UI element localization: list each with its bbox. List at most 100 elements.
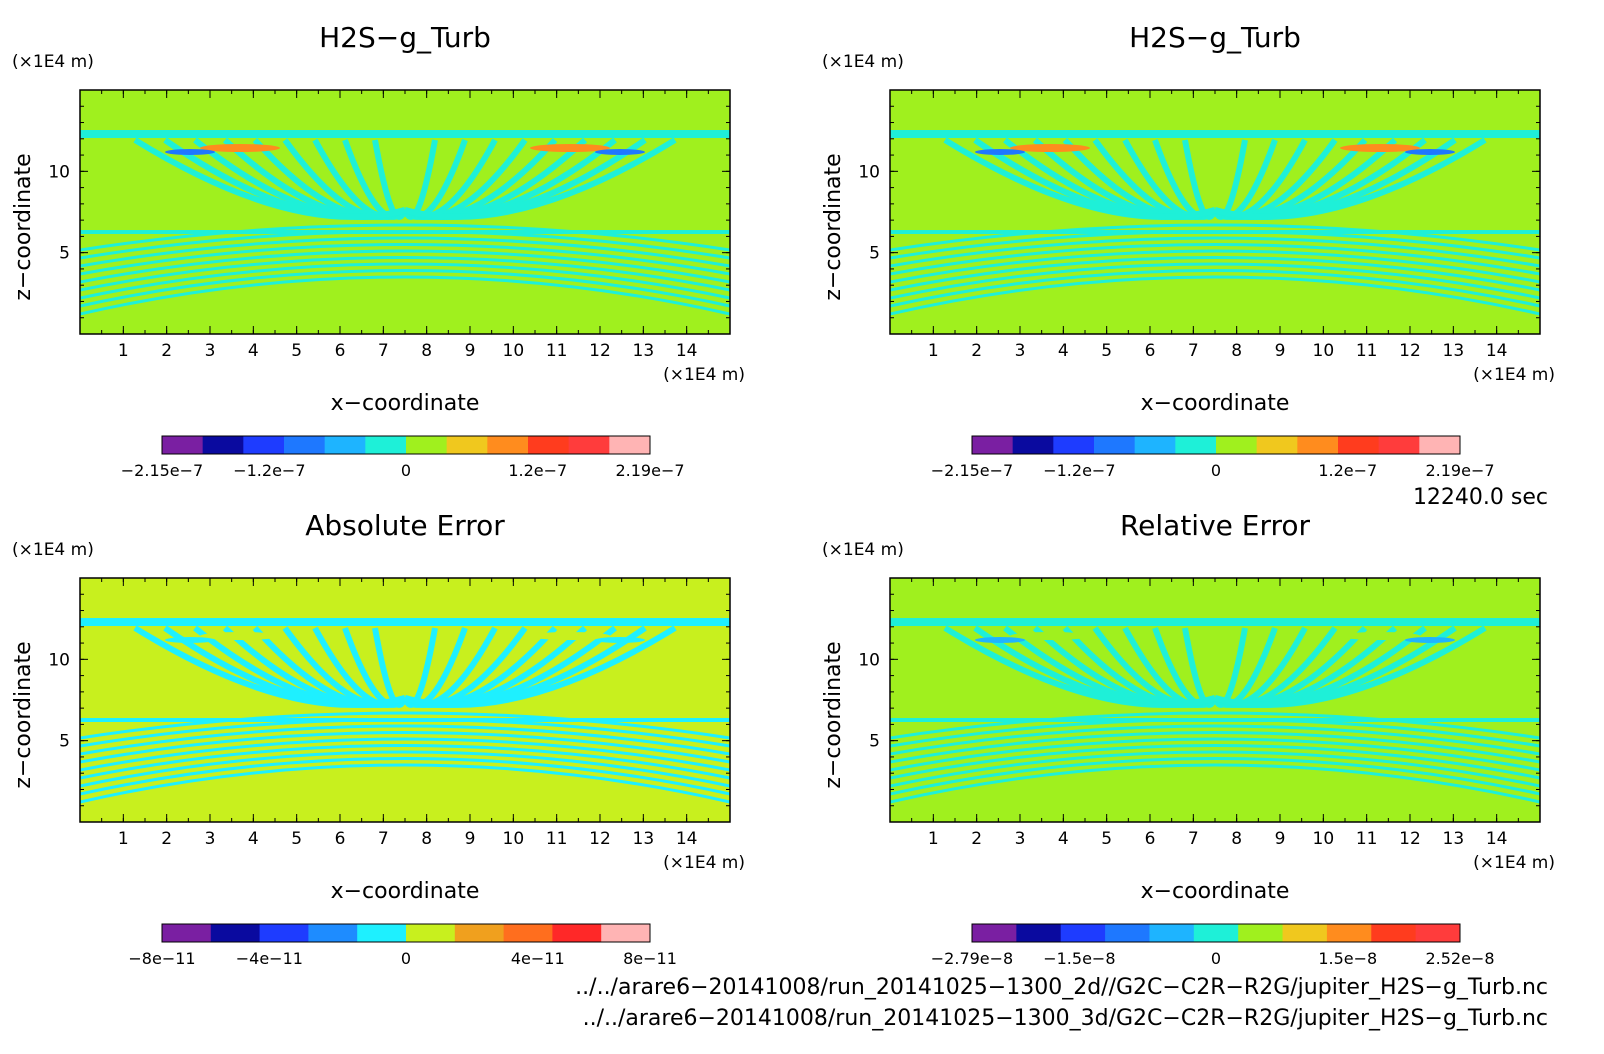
- colorbar-swatch: [162, 436, 204, 454]
- colorbar-swatch: [1338, 436, 1380, 454]
- colorbar-swatch: [446, 436, 488, 454]
- field-contour: [404, 137, 677, 220]
- colorbar-swatch: [1378, 436, 1420, 454]
- colorbar-swatch: [1297, 436, 1339, 454]
- colorbar-swatch: [1371, 924, 1417, 942]
- chart-title: Absolute Error: [305, 509, 505, 542]
- y-axis-label: z−coordinate: [821, 153, 846, 300]
- x-tick-label: 12: [1399, 829, 1421, 849]
- field-feature: [1010, 632, 1090, 640]
- colorbar-swatch: [609, 436, 651, 454]
- colorbar-swatch: [972, 924, 1017, 942]
- x-tick-label: 12: [589, 341, 611, 361]
- field-feature: [1340, 632, 1420, 640]
- x-tick-label: 13: [633, 341, 655, 361]
- colorbar-swatch: [308, 924, 358, 942]
- colorbar-label: 4e−11: [511, 949, 565, 968]
- y-unit-label: (×1E4 m): [822, 52, 904, 72]
- x-axis-label: x−coordinate: [331, 879, 480, 904]
- x-tick-label: 8: [1231, 829, 1242, 849]
- field-contour: [80, 256, 730, 292]
- field-contour: [943, 625, 1216, 708]
- colorbar-swatch: [357, 924, 407, 942]
- field-contour: [80, 249, 730, 284]
- y-tick-label: 5: [59, 732, 70, 752]
- y-axis-label: z−coordinate: [821, 641, 846, 788]
- field-contour: [890, 731, 1540, 764]
- colorbar-swatch: [406, 924, 456, 942]
- colorbar-swatch: [162, 924, 212, 942]
- colorbar-swatch: [1238, 924, 1284, 942]
- field-feature: [595, 637, 645, 643]
- x-tick-label: 12: [1399, 341, 1421, 361]
- x-tick-label: 9: [1275, 829, 1286, 849]
- colorbar-frame: [971, 923, 1461, 943]
- field-feature: [1405, 637, 1455, 643]
- x-tick-label: 12: [589, 829, 611, 849]
- colorbar-label: 1.5e−8: [1318, 949, 1377, 968]
- x-tick-label: 4: [248, 829, 259, 849]
- field-band: [80, 130, 730, 138]
- y-unit-label: (×1E4 m): [822, 540, 904, 560]
- field-contour: [404, 625, 677, 708]
- field-contour: [80, 223, 730, 252]
- field-contour: [1214, 137, 1487, 220]
- colorbar-swatch: [406, 436, 448, 454]
- field-feature: [1340, 144, 1420, 152]
- field-contour: [890, 275, 1540, 316]
- colorbar-swatch: [243, 436, 285, 454]
- colorbar-swatch: [568, 436, 610, 454]
- x-tick-label: 6: [335, 829, 346, 849]
- field-top-layer: [80, 90, 730, 128]
- field-band: [890, 130, 1540, 138]
- colorbar-swatch: [1094, 436, 1136, 454]
- field-top-layer: [890, 578, 1540, 616]
- colorbar-swatch: [210, 924, 261, 942]
- colorbar-swatch: [1012, 436, 1054, 454]
- x-tick-label: 1: [118, 341, 129, 361]
- x-tick-label: 2: [971, 829, 982, 849]
- colorbar-swatch: [1175, 436, 1217, 454]
- colorbar-swatch: [284, 436, 326, 454]
- field-contour: [890, 236, 1540, 268]
- colorbar-label: 2.19e−7: [615, 461, 684, 480]
- x-tick-label: 5: [1101, 341, 1112, 361]
- x-tick-label: 3: [205, 341, 216, 361]
- x-tick-label: 7: [378, 341, 389, 361]
- colorbar-label: −2.15e−7: [121, 461, 203, 480]
- field-feature: [200, 632, 280, 640]
- field-feature: [975, 149, 1025, 155]
- x-tick-label: 14: [676, 829, 698, 849]
- field-contour: [80, 724, 730, 756]
- y-tick-label: 10: [48, 162, 70, 182]
- field-contour: [890, 750, 1540, 788]
- x-tick-label: 6: [1145, 341, 1156, 361]
- colorbar-swatch: [503, 924, 553, 942]
- x-unit-label: (×1E4 m): [663, 365, 745, 385]
- x-tick-label: 4: [1058, 829, 1069, 849]
- colorbar-swatch: [1256, 436, 1298, 454]
- chart-panel-4: Relative Error(×1E4 m)1 2 3 4 5 6 7 8 9 10 11 12 13 1…: [821, 509, 1555, 968]
- chart-panel-1: H2S−g_Turb(×1E4 m)1 2 3 4 5 6 7 8 9 10 11 12 13 14510…: [11, 21, 745, 480]
- y-tick-label: 10: [858, 162, 880, 182]
- field-feature: [595, 149, 645, 155]
- colorbar-swatch: [365, 436, 407, 454]
- field-contour: [890, 249, 1540, 284]
- x-tick-label: 11: [546, 341, 568, 361]
- field-band: [80, 618, 730, 626]
- x-tick-label: 3: [205, 829, 216, 849]
- x-tick-label: 14: [676, 341, 698, 361]
- colorbar-frame: [971, 435, 1461, 455]
- field-layer: [890, 90, 1540, 316]
- y-tick-label: 10: [858, 650, 880, 670]
- colorbar-swatch: [202, 436, 244, 454]
- y-unit-label: (×1E4 m): [12, 540, 94, 560]
- colorbar-swatch: [1016, 924, 1062, 942]
- colorbar-swatch: [1419, 436, 1461, 454]
- x-unit-label: (×1E4 m): [663, 853, 745, 873]
- file-path-3d: ../../arare6−20141008/run_20141025−1300_…: [583, 1006, 1548, 1031]
- colorbar-label: 0: [1211, 461, 1221, 480]
- x-tick-label: 10: [503, 829, 525, 849]
- time-label: 12240.0 sec: [1413, 485, 1548, 510]
